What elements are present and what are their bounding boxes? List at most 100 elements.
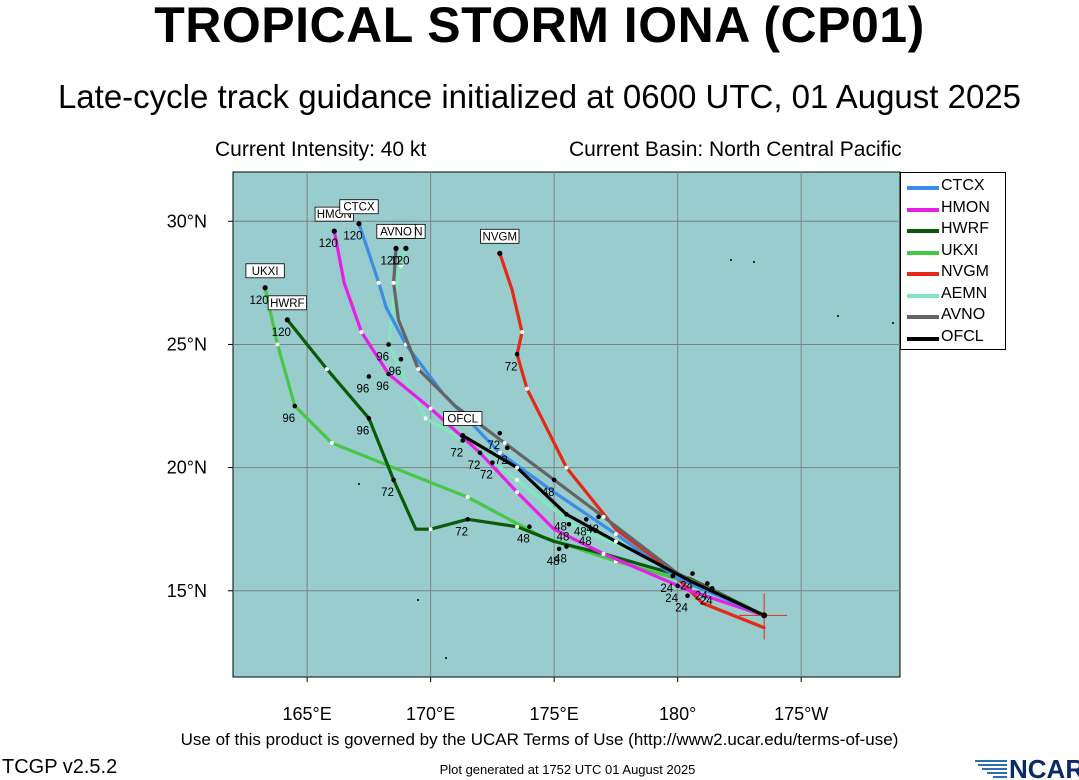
legend-swatch [907,207,939,212]
forecast-hour-label: 72 [487,440,500,452]
end-label-ofcl: OFCL [447,414,478,426]
islands [358,259,894,659]
legend-label: HWRF [941,220,989,237]
end-label-box [339,199,379,215]
track-point-hwrf [515,524,520,529]
end-label-box [376,223,416,239]
legend-swatch [907,186,939,190]
forecast-hour-label: 72 [480,470,493,482]
page-subtitle: Late-cycle track guidance initialized at… [57,78,1022,115]
forecast-point [393,246,399,251]
current-intensity: Current Intensity: 40 kt [215,138,427,161]
legend-label: NVGM [941,263,989,280]
forecast-hour-label: 48 [547,556,560,568]
forecast-hour-label: 96 [356,425,369,437]
forecast-hour-label: 120 [272,327,291,339]
legend-label: CTCX [941,177,985,194]
legend-item-nvgm: NVGM [905,263,1005,283]
legend-swatch [907,272,939,276]
axis-ticks: 165°E 170°E 175°E 180° 175°W 15°N 20°N 25°N 30°N [167,211,829,724]
forecast-point [292,403,298,409]
legend-label: AVNO [941,306,986,323]
track-point-ofcl [515,465,520,470]
y-tick-label: 25°N [167,334,207,354]
forecast-point [460,438,466,443]
track-point-ukxi [465,495,470,500]
forecast-point [675,583,680,589]
forecast-hour-label: 48 [579,536,592,548]
legend-swatch [907,229,939,233]
forecast-hour-label: 48 [542,487,555,499]
x-tick-label: 175°E [530,704,579,724]
forecast-point [514,351,520,357]
legend-label: UKXI [941,241,979,259]
forecast-hour-label: 48 [557,531,570,543]
island-dot [417,599,419,601]
track-point-avno [601,514,606,519]
track-point-ukxi [329,440,334,445]
legend-label: AEMN [941,284,988,302]
forecast-point [386,371,391,377]
legend-label: OFCL [941,327,984,345]
ocean-background [232,171,901,678]
track-point-nvgm [520,330,525,335]
forecast-hour-label: 72 [495,455,508,467]
forecast-hour-label: 48 [554,521,567,533]
end-label-box [443,411,483,426]
legend-item-aemn: AEMN [905,285,1005,305]
forecast-point [465,517,470,522]
end-label-nvgm: NVGM [483,231,518,243]
forecast-point [386,342,391,347]
track-point-ctcx [376,280,381,285]
track-ukxi [263,286,766,618]
forecast-point [583,517,589,522]
forecast-point [556,546,562,552]
forecast-point [366,374,372,379]
forecast-point [356,221,362,227]
forecast-point [670,573,676,579]
forecast-point [551,477,557,483]
track-point-aemn [398,263,403,268]
legend-swatch [907,250,939,255]
track-point-hmon [601,551,606,556]
track-point-aemn [515,477,520,482]
y-tick-label: 15°N [167,581,207,601]
forecast-hour-label: 120 [250,295,269,307]
track-point-hwrf [428,527,433,532]
end-label-box [267,295,307,311]
forecast-point [285,317,290,323]
forecast-point [331,228,337,234]
forecast-hour-label: 120 [380,255,399,267]
forecast-hour-label: 24 [660,583,673,595]
island-dot [837,315,839,317]
forecast-point [490,460,495,465]
legend-swatch [907,336,939,341]
forecast-hour-label: 120 [319,238,338,250]
legend-item-ofcl: OFCL [905,328,1005,348]
forecast-hour-label: 24 [675,603,688,615]
end-label-box [480,228,520,244]
forecast-point [705,581,710,586]
legend: CTCX HMON HWRF UKXI NVGM AEMN AVNO OFCL [900,172,1006,350]
forecast-point [504,445,510,451]
forecast-point [690,571,695,576]
x-tick-label: 170°E [406,704,455,724]
forecast-point [564,512,569,517]
forecast-point [497,430,503,436]
ncar-logo-text: NCAR [1009,754,1079,780]
track-point-avno [502,440,507,445]
forecast-hour-label: 24 [695,590,708,602]
track-point-nvgm [524,386,529,391]
forecast-point [527,524,532,530]
track-end-nvgm [497,250,503,256]
terms-of-use: Use of this product is governed by the U… [180,730,899,749]
forecast-point [596,514,601,520]
island-dot [730,259,732,261]
forecast-hour-labels: 1201201201201201209696969696967272727272… [250,221,715,615]
forecast-point [403,246,409,251]
forecast-hour-label: 72 [381,487,394,499]
legend-swatch [907,293,939,298]
track-point-avno [416,367,421,372]
island-dot [445,657,447,659]
